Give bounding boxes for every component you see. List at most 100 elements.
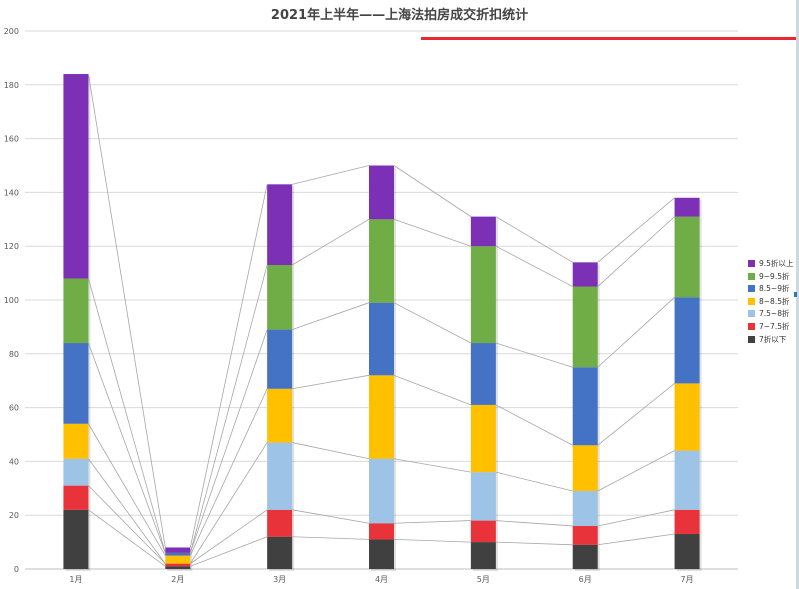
legend-swatch-1 — [748, 322, 755, 330]
legend-swatch-5 — [748, 272, 755, 280]
bar-segment-6-3 — [674, 383, 700, 451]
legend-item-2: 7.5~8折 — [748, 308, 796, 319]
bar-segment-5-2 — [572, 490, 598, 526]
x-tick-label-5: 6月 — [579, 575, 592, 584]
y-tick-label-6: 120 — [4, 242, 19, 251]
legend-item-3: 8~8.5折 — [748, 296, 796, 307]
connector-line-3-5 — [597, 383, 675, 446]
y-tick-label-9: 180 — [4, 81, 19, 90]
connector-line-0-5 — [597, 533, 675, 546]
bar-segment-3-6 — [369, 165, 394, 220]
connector-line-5-0 — [88, 278, 166, 553]
connector-line-2-4 — [495, 471, 573, 492]
y-tick-label-0: 0 — [14, 565, 19, 574]
connector-line-4-0 — [88, 342, 166, 553]
connector-line-4-3 — [393, 302, 472, 344]
y-tick-label-8: 160 — [4, 135, 19, 144]
y-tick-label-4: 80 — [9, 350, 19, 359]
connector-line-6-1 — [189, 184, 268, 548]
connector-line-4-4 — [495, 342, 573, 368]
bar-segment-3-2 — [369, 458, 394, 524]
connector-line-1-2 — [292, 509, 370, 524]
bar-segment-0-1 — [63, 485, 89, 510]
bar-segment-1-1 — [165, 563, 191, 567]
connector-line-6-4 — [495, 216, 573, 263]
bar-segment-1-0 — [165, 566, 191, 569]
legend-label-3: 8~8.5折 — [759, 296, 790, 306]
chart-title: 2021年上半年——上海法拍房成交折扣统计 — [270, 8, 529, 23]
bar-segment-4-0 — [470, 542, 496, 569]
bar-segment-0-5 — [63, 278, 89, 344]
x-tick-label-2: 3月 — [273, 575, 286, 584]
legend-swatch-3 — [748, 297, 755, 305]
bar-segment-6-1 — [674, 509, 700, 535]
connector-line-0-2 — [292, 536, 370, 540]
bar-segment-6-2 — [674, 450, 700, 510]
connector-line-4-5 — [597, 297, 675, 368]
legend-item-6: 9.5折以上 — [748, 258, 796, 269]
y-tick-label-10: 200 — [4, 27, 19, 36]
connector-line-2-5 — [597, 450, 675, 492]
bar-segment-5-6 — [572, 262, 598, 287]
y-tick-label-3: 60 — [9, 404, 19, 413]
bar-segment-6-5 — [674, 216, 700, 298]
y-tick-label-7: 140 — [4, 188, 19, 197]
connector-line-3-2 — [292, 374, 370, 390]
bar-segment-2-4 — [267, 329, 293, 389]
connector-line-1-3 — [393, 520, 471, 524]
window-edge — [796, 0, 799, 589]
legend-label-0: 7折以下 — [759, 334, 787, 344]
bar-segment-4-3 — [470, 404, 496, 473]
connector-line-1-4 — [495, 520, 573, 527]
legend-label-4: 8.5~9折 — [759, 284, 790, 294]
bar-segment-3-3 — [369, 375, 394, 459]
bar-segment-3-0 — [369, 539, 394, 569]
bar-segment-2-3 — [267, 388, 293, 443]
connector-line-2-2 — [292, 442, 370, 460]
bar-segment-0-4 — [63, 343, 89, 424]
connector-line-1-0 — [88, 485, 166, 564]
legend-item-1: 7~7.5折 — [748, 321, 796, 332]
connector-line-0-0 — [88, 509, 166, 567]
bar-segment-6-6 — [674, 197, 700, 217]
legend-label-2: 7.5~8折 — [759, 309, 790, 319]
connector-line-3-3 — [393, 374, 472, 406]
bar-segment-1-6 — [165, 547, 191, 553]
connector-line-2-3 — [393, 458, 471, 473]
bar-segment-5-0 — [572, 544, 598, 569]
bar-segment-4-4 — [470, 343, 496, 405]
connector-line-0-4 — [495, 541, 573, 546]
bar-segment-5-4 — [572, 367, 598, 446]
bar-segment-0-0 — [63, 509, 89, 569]
bar-segment-1-3 — [165, 555, 191, 564]
y-tick-label-2: 40 — [9, 457, 19, 466]
bar-segment-4-2 — [470, 472, 496, 521]
x-tick-label-1: 2月 — [171, 575, 184, 584]
connector-line-5-3 — [393, 218, 471, 247]
connector-line-1-5 — [597, 509, 675, 527]
connector-line-1-1 — [190, 509, 268, 564]
bar-segment-0-6 — [63, 74, 89, 279]
connector-line-5-2 — [291, 218, 370, 266]
window-edge-marker — [794, 292, 797, 297]
y-tick-label-5: 100 — [4, 296, 19, 305]
bar-segment-4-6 — [470, 216, 496, 247]
connector-line-2-1 — [189, 442, 268, 564]
connector-line-5-4 — [495, 245, 573, 287]
bar-segment-5-3 — [572, 445, 598, 491]
connector-line-4-1 — [189, 329, 268, 553]
connector-line-3-1 — [189, 388, 268, 556]
bar-segment-2-2 — [267, 442, 293, 510]
legend-label-6: 9.5折以上 — [759, 259, 794, 268]
legend-label-1: 7~7.5折 — [759, 321, 790, 331]
connector-line-4-2 — [292, 302, 370, 330]
legend-item-5: 9~9.5折 — [748, 271, 796, 282]
x-tick-label-6: 7月 — [681, 575, 694, 584]
bar-segment-1-4 — [165, 552, 191, 556]
bar-segment-6-4 — [674, 297, 700, 384]
x-tick-label-3: 4月 — [375, 575, 388, 584]
connector-line-2-0 — [88, 458, 166, 564]
connector-line-6-0 — [88, 73, 166, 548]
connector-line-6-3 — [393, 165, 472, 217]
